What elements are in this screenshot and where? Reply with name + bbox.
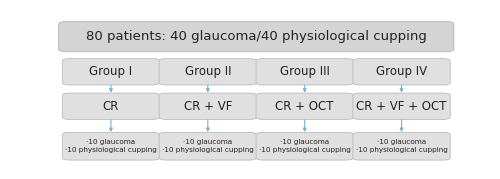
Text: CR + VF: CR + VF (184, 100, 232, 113)
Text: CR + VF + OCT: CR + VF + OCT (356, 100, 447, 113)
FancyBboxPatch shape (159, 132, 256, 160)
FancyBboxPatch shape (353, 93, 450, 119)
FancyBboxPatch shape (159, 93, 256, 119)
Text: CR: CR (103, 100, 119, 113)
Text: Group III: Group III (280, 65, 330, 78)
Text: Group II: Group II (184, 65, 231, 78)
FancyBboxPatch shape (353, 59, 450, 85)
Text: ·10 glaucoma
·10 physiological cupping: ·10 glaucoma ·10 physiological cupping (259, 139, 350, 153)
Text: ·10 glaucoma
·10 physiological cupping: ·10 glaucoma ·10 physiological cupping (65, 139, 157, 153)
FancyBboxPatch shape (159, 59, 256, 85)
FancyBboxPatch shape (58, 21, 454, 52)
FancyBboxPatch shape (353, 132, 450, 160)
FancyBboxPatch shape (256, 132, 354, 160)
Text: ·10 glaucoma
·10 physiological cupping: ·10 glaucoma ·10 physiological cupping (356, 139, 448, 153)
FancyBboxPatch shape (62, 132, 160, 160)
FancyBboxPatch shape (256, 93, 354, 119)
Text: 80 patients: 40 glaucoma/40 physiological cupping: 80 patients: 40 glaucoma/40 physiologica… (86, 30, 426, 43)
FancyBboxPatch shape (62, 59, 160, 85)
Text: Group I: Group I (90, 65, 132, 78)
FancyBboxPatch shape (62, 93, 160, 119)
Text: Group IV: Group IV (376, 65, 427, 78)
FancyBboxPatch shape (256, 59, 354, 85)
Text: CR + OCT: CR + OCT (276, 100, 334, 113)
Text: ·10 glaucoma
·10 physiological cupping: ·10 glaucoma ·10 physiological cupping (162, 139, 254, 153)
